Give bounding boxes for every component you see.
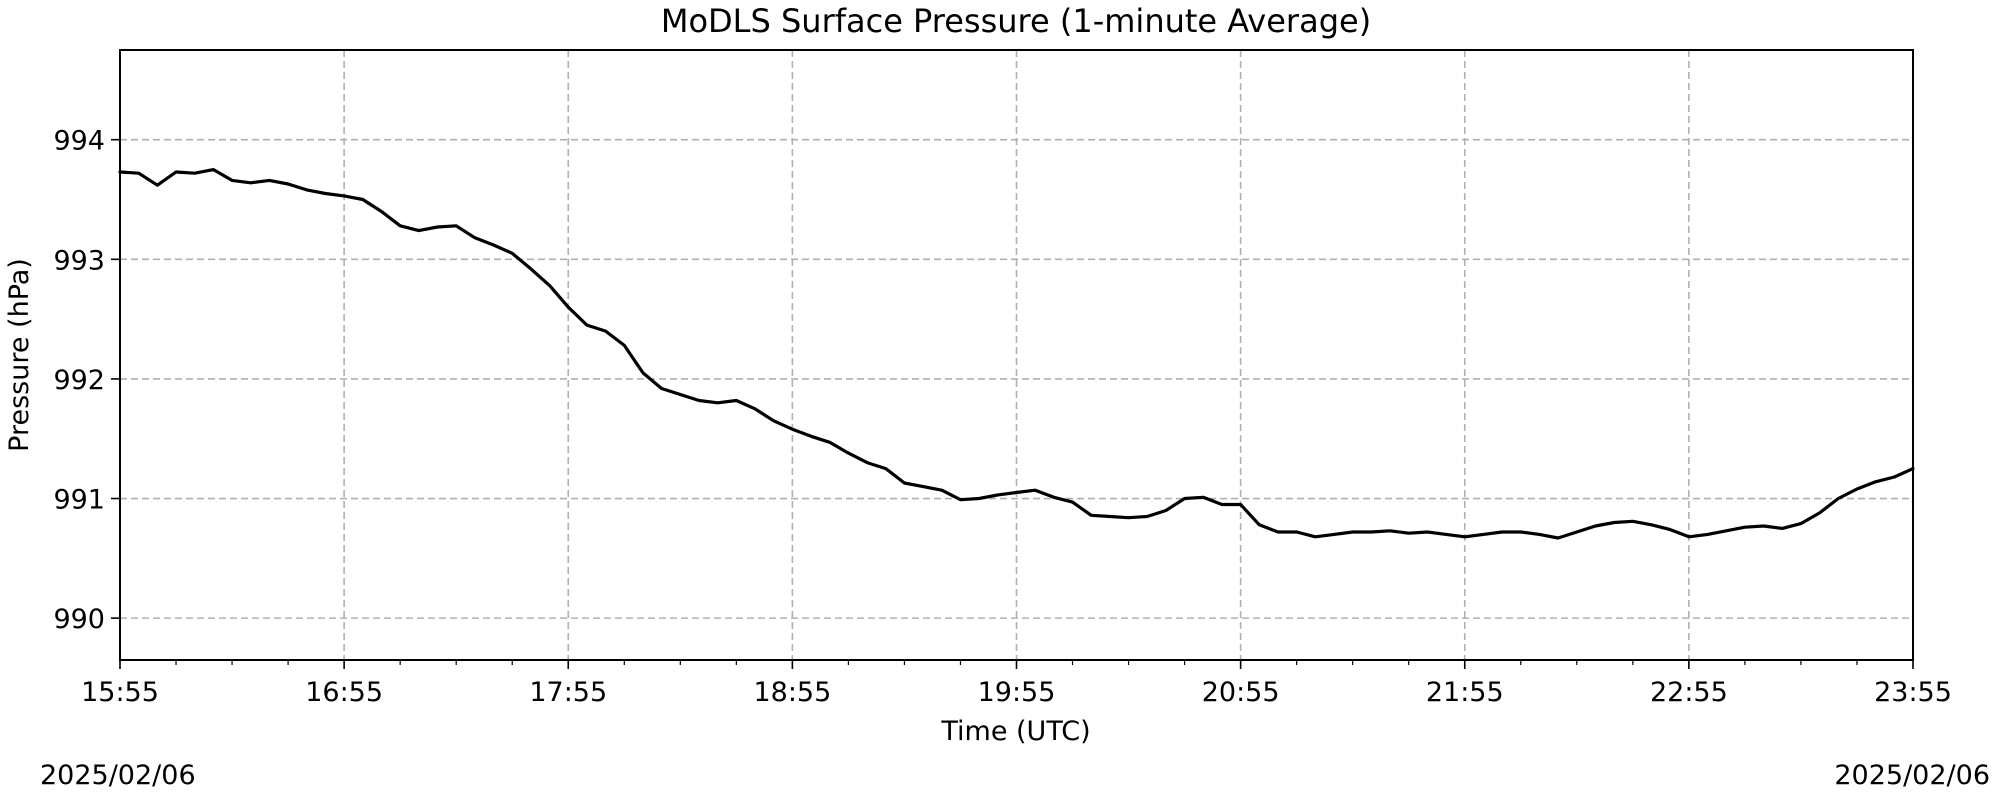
y-tick-label: 990 (53, 604, 105, 635)
pressure-series-line (118, 168, 1915, 540)
y-axis-label: Pressure (hPa) (4, 258, 35, 452)
y-tick-label: 992 (53, 365, 105, 396)
x-tick-label: 23:55 (1874, 677, 1952, 708)
start-date-label: 2025/02/06 (40, 760, 196, 791)
x-tick-label: 16:55 (305, 677, 383, 708)
x-tick-label: 21:55 (1426, 677, 1504, 708)
chart-title: MoDLS Surface Pressure (1-minute Average… (661, 2, 1371, 40)
x-axis-label: Time (UTC) (940, 716, 1090, 747)
x-tick-label: 20:55 (1202, 677, 1280, 708)
y-tick-label: 993 (53, 245, 105, 276)
grid-lines (119, 50, 1914, 660)
y-tick-label: 994 (53, 126, 105, 157)
x-tick-label: 17:55 (529, 677, 607, 708)
end-date-label: 2025/02/06 (1834, 760, 1990, 791)
x-tick-label: 15:55 (81, 677, 159, 708)
x-tick-label: 18:55 (753, 677, 831, 708)
x-tick-label: 22:55 (1650, 677, 1728, 708)
axis-ticks: 15:55 16:55 17:55 18:55 19:55 20:55 21:55 22:55… (53, 126, 1951, 708)
y-tick-label: 991 (53, 485, 105, 516)
data-series (118, 168, 1915, 540)
x-tick-label: 19:55 (978, 677, 1056, 708)
